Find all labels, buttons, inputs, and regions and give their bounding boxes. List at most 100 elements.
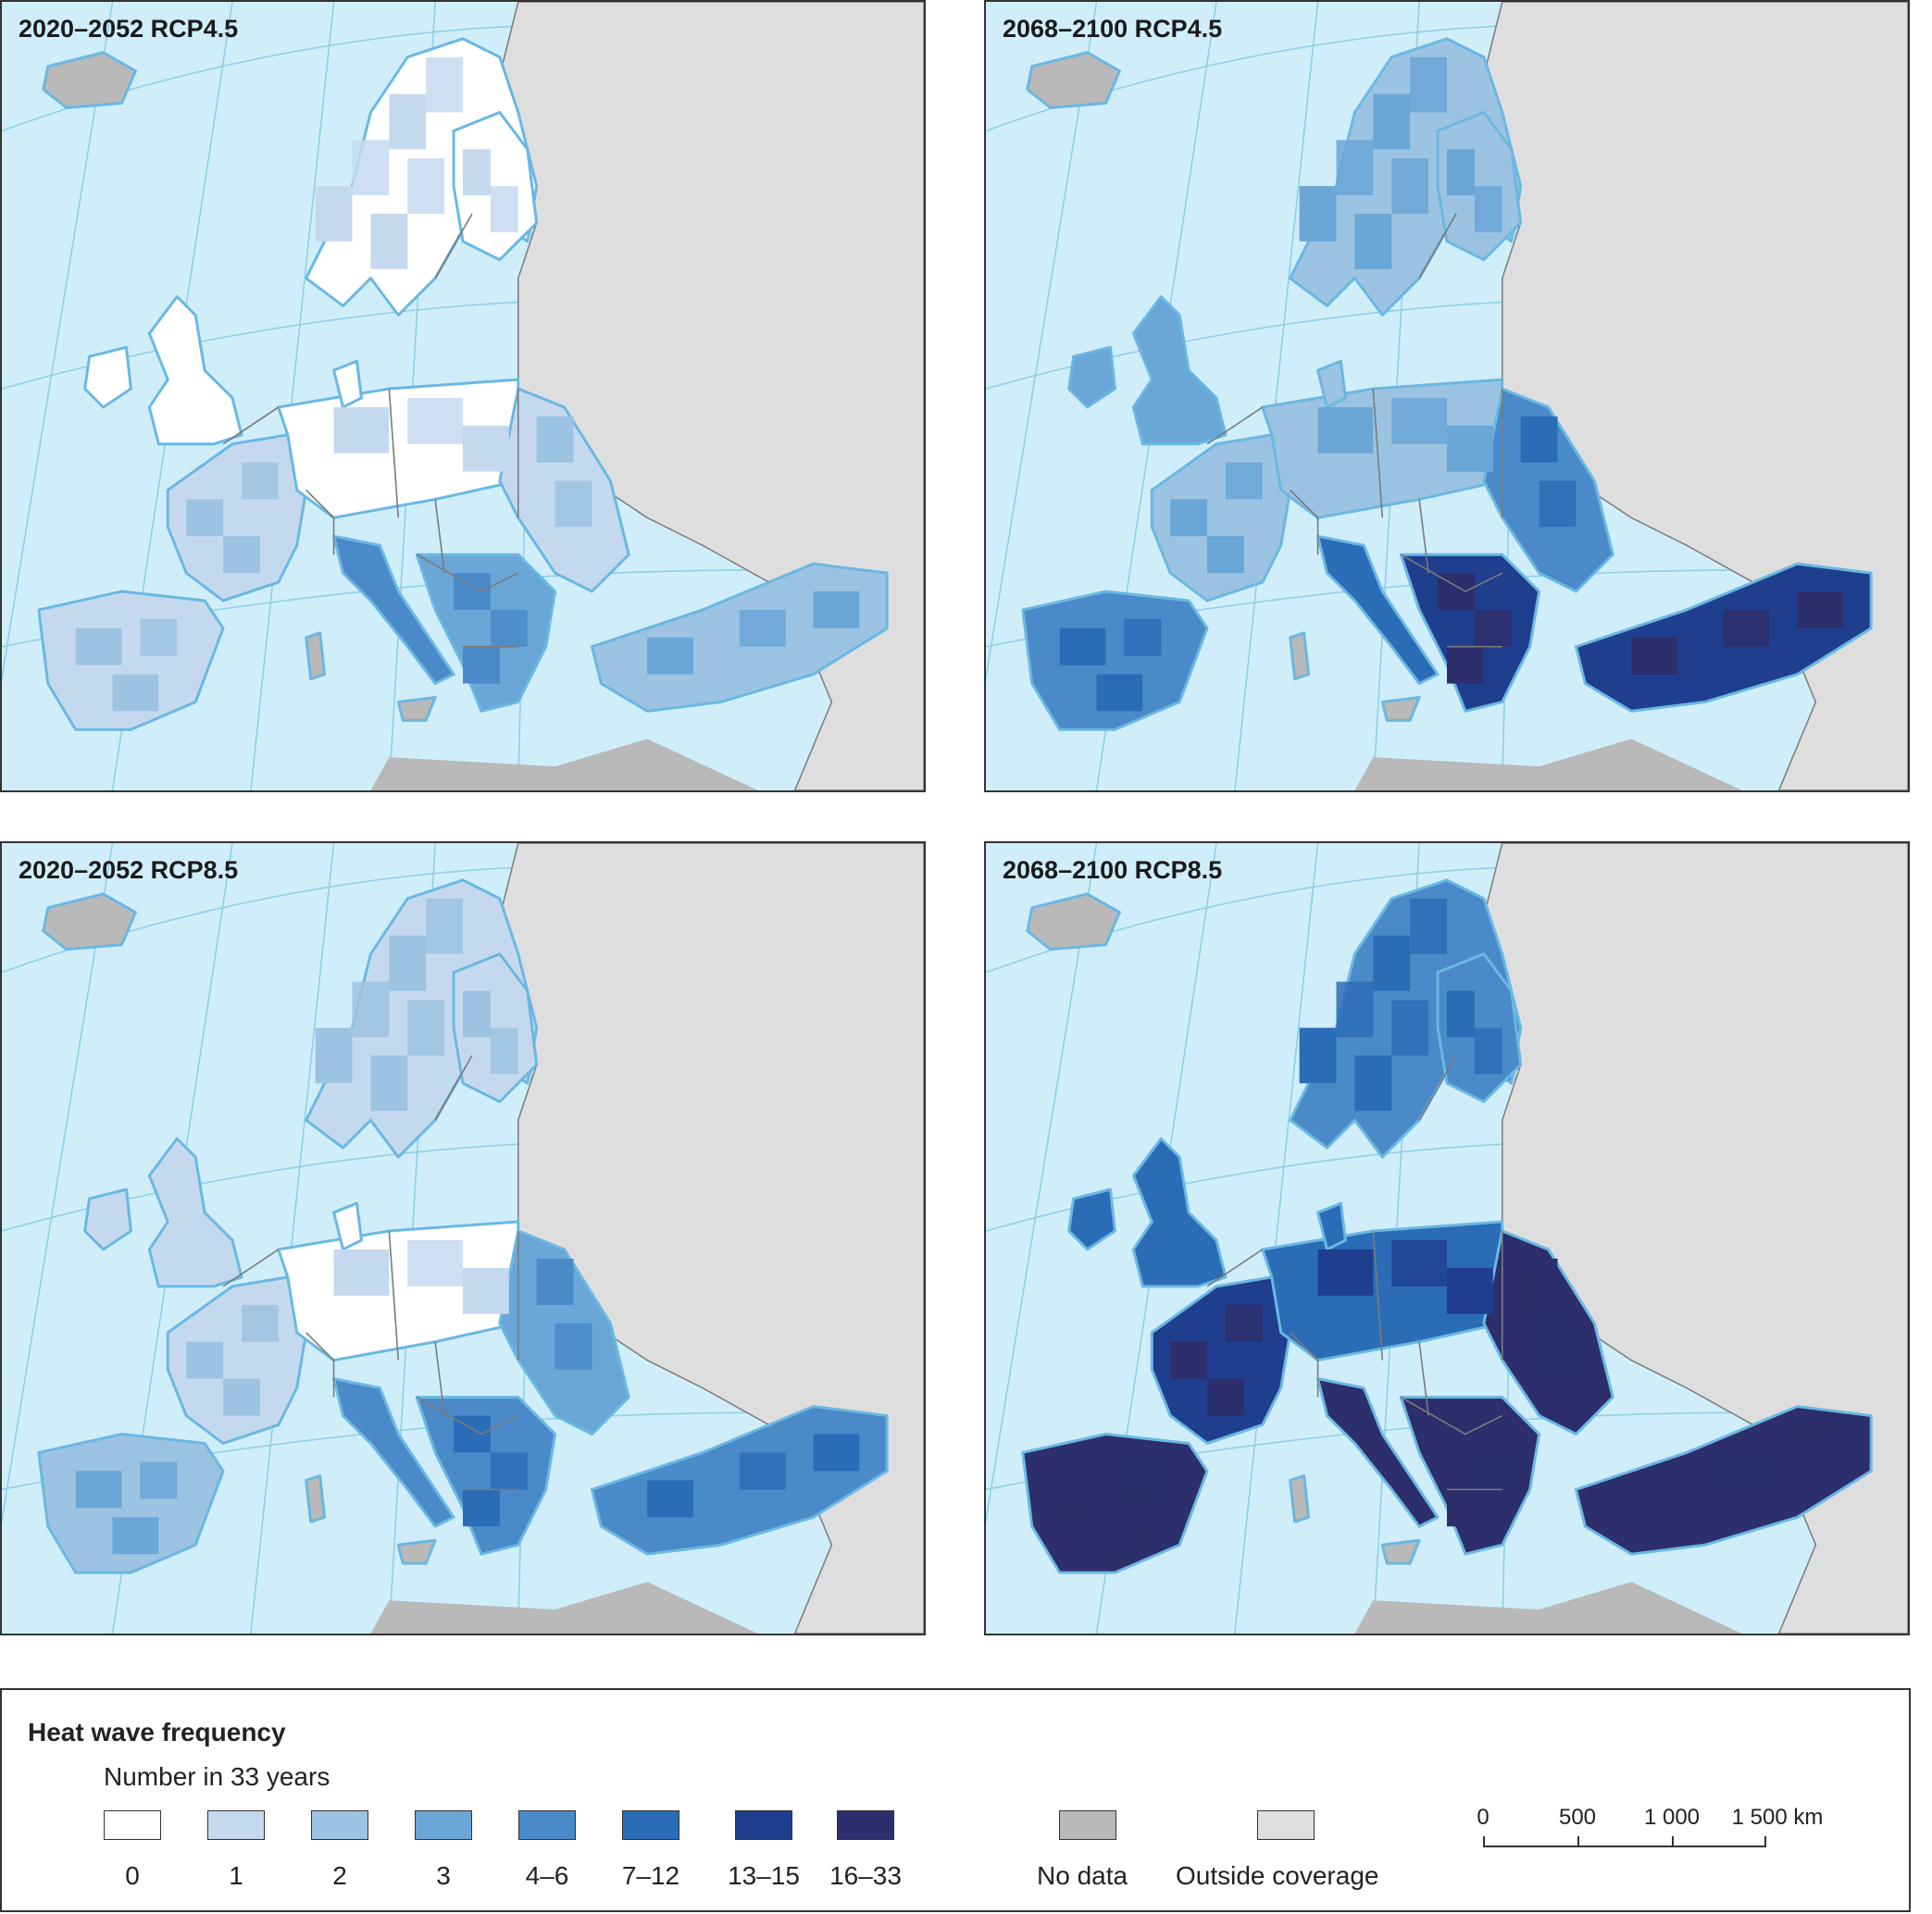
legend: Heat wave frequency Number in 33 years 0…	[0, 1688, 1911, 1912]
raster-cell	[463, 1489, 500, 1527]
raster-cell	[1474, 609, 1512, 647]
raster-cell	[1096, 674, 1143, 712]
europe-map	[2, 2, 924, 790]
ireland-region	[83, 345, 132, 409]
raster-cell	[1124, 1461, 1162, 1499]
border-line	[1400, 1396, 1503, 1436]
raster-variation	[75, 56, 860, 712]
raster-cell	[1299, 1027, 1337, 1084]
raster-cell	[1096, 1517, 1143, 1555]
no-data-swatch	[1059, 1810, 1116, 1840]
raster-cell	[463, 646, 500, 684]
ireland-region	[1067, 1187, 1116, 1251]
raster-cell	[1170, 499, 1208, 537]
raster-cell	[463, 990, 491, 1038]
raster-cell	[813, 591, 860, 628]
legend-label: 4–6	[525, 1861, 569, 1890]
raster-cell	[1124, 618, 1162, 656]
legend-swatch	[415, 1810, 472, 1840]
outside-coverage-swatch	[1257, 1810, 1315, 1840]
meridian-line	[986, 2, 1098, 683]
raster-variation	[1059, 56, 1844, 712]
raster-cell	[333, 1249, 390, 1296]
raster-cell	[1207, 1378, 1244, 1416]
raster-cell	[1207, 536, 1244, 574]
denmark-region	[1316, 359, 1347, 409]
raster-cell	[1391, 158, 1429, 214]
border-line	[1290, 489, 1319, 555]
denmark-region	[1316, 1201, 1347, 1251]
legend-swatch	[207, 1810, 265, 1840]
iceland-region	[42, 892, 137, 951]
border-line	[1418, 1055, 1457, 1121]
raster-cell	[1059, 1471, 1106, 1509]
legend-swatch	[622, 1810, 679, 1840]
sicily-region	[1380, 1538, 1421, 1565]
legend-label: 16–33	[829, 1861, 902, 1890]
scale-tick	[1577, 1836, 1579, 1847]
scale-line	[1483, 1846, 1766, 1847]
legend-label: 13–15	[728, 1861, 800, 1890]
legend-label: 2	[332, 1861, 347, 1890]
raster-cell	[1447, 425, 1493, 472]
scale-tick	[1483, 1836, 1485, 1847]
raster-cell	[315, 1027, 353, 1084]
raster-cell	[1336, 981, 1374, 1038]
raster-cell	[426, 898, 463, 954]
map-panel-2020-2052-rcp85: 2020–2052 RCP8.5	[0, 841, 926, 1635]
raster-cell	[370, 1055, 408, 1112]
legend-subtitle: Number in 33 years	[104, 1762, 330, 1791]
raster-cell	[407, 158, 445, 214]
raster-cell	[333, 406, 390, 454]
raster-cell	[1797, 1434, 1844, 1472]
raster-cell	[186, 499, 224, 537]
outside-coverage-label: Outside coverage	[1176, 1861, 1379, 1890]
country-borders	[1206, 213, 1503, 648]
raster-cell	[1170, 1341, 1208, 1379]
raster-cell	[490, 186, 518, 232]
raster-cell	[1373, 93, 1411, 150]
raster-cell	[1391, 1000, 1429, 1056]
raster-cell	[463, 425, 509, 472]
raster-cell	[1225, 462, 1263, 500]
meridian-line	[1234, 843, 1319, 1634]
legend-swatch	[104, 1810, 161, 1840]
raster-cell	[389, 93, 427, 150]
meridian-line	[986, 843, 1098, 1525]
sardinia-region	[1289, 631, 1311, 681]
raster-cell	[370, 213, 408, 269]
panel-title: 2068–2100 RCP8.5	[1003, 856, 1223, 884]
raster-cell	[555, 480, 592, 528]
scale-label: 0	[1477, 1805, 1490, 1830]
border-line	[388, 1230, 400, 1361]
raster-cell	[1410, 56, 1447, 113]
border-line	[1400, 553, 1503, 592]
panel-title: 2068–2100 RCP4.5	[1003, 15, 1223, 43]
raster-cell	[490, 1027, 518, 1075]
raster-cell	[555, 1323, 592, 1370]
legend-swatch	[518, 1810, 576, 1840]
uk-region	[1131, 1137, 1228, 1288]
raster-cell	[1354, 1055, 1392, 1112]
country-borders	[222, 1055, 519, 1491]
italy-region	[332, 534, 455, 686]
border-line	[416, 1396, 519, 1436]
raster-cell	[1299, 186, 1337, 242]
raster-cell	[1336, 140, 1374, 196]
border-line	[434, 1341, 445, 1416]
raster-cell	[1447, 990, 1475, 1038]
uk-region	[147, 295, 243, 446]
panel-title: 2020–2052 RCP8.5	[19, 856, 239, 884]
map-panel-2020-2052-rcp45: 2020–2052 RCP4.5	[0, 0, 926, 792]
legend-swatch	[735, 1810, 792, 1840]
border-line	[305, 489, 335, 555]
sardinia-region	[1289, 1473, 1311, 1523]
border-line	[1372, 1230, 1384, 1361]
raster-cell	[1059, 628, 1106, 665]
raster-cell	[352, 140, 390, 196]
border-line	[416, 553, 519, 592]
raster-cell	[463, 149, 491, 196]
raster-cell	[407, 1000, 445, 1056]
legend-label: 0	[125, 1861, 140, 1890]
balkans-region	[415, 553, 557, 713]
